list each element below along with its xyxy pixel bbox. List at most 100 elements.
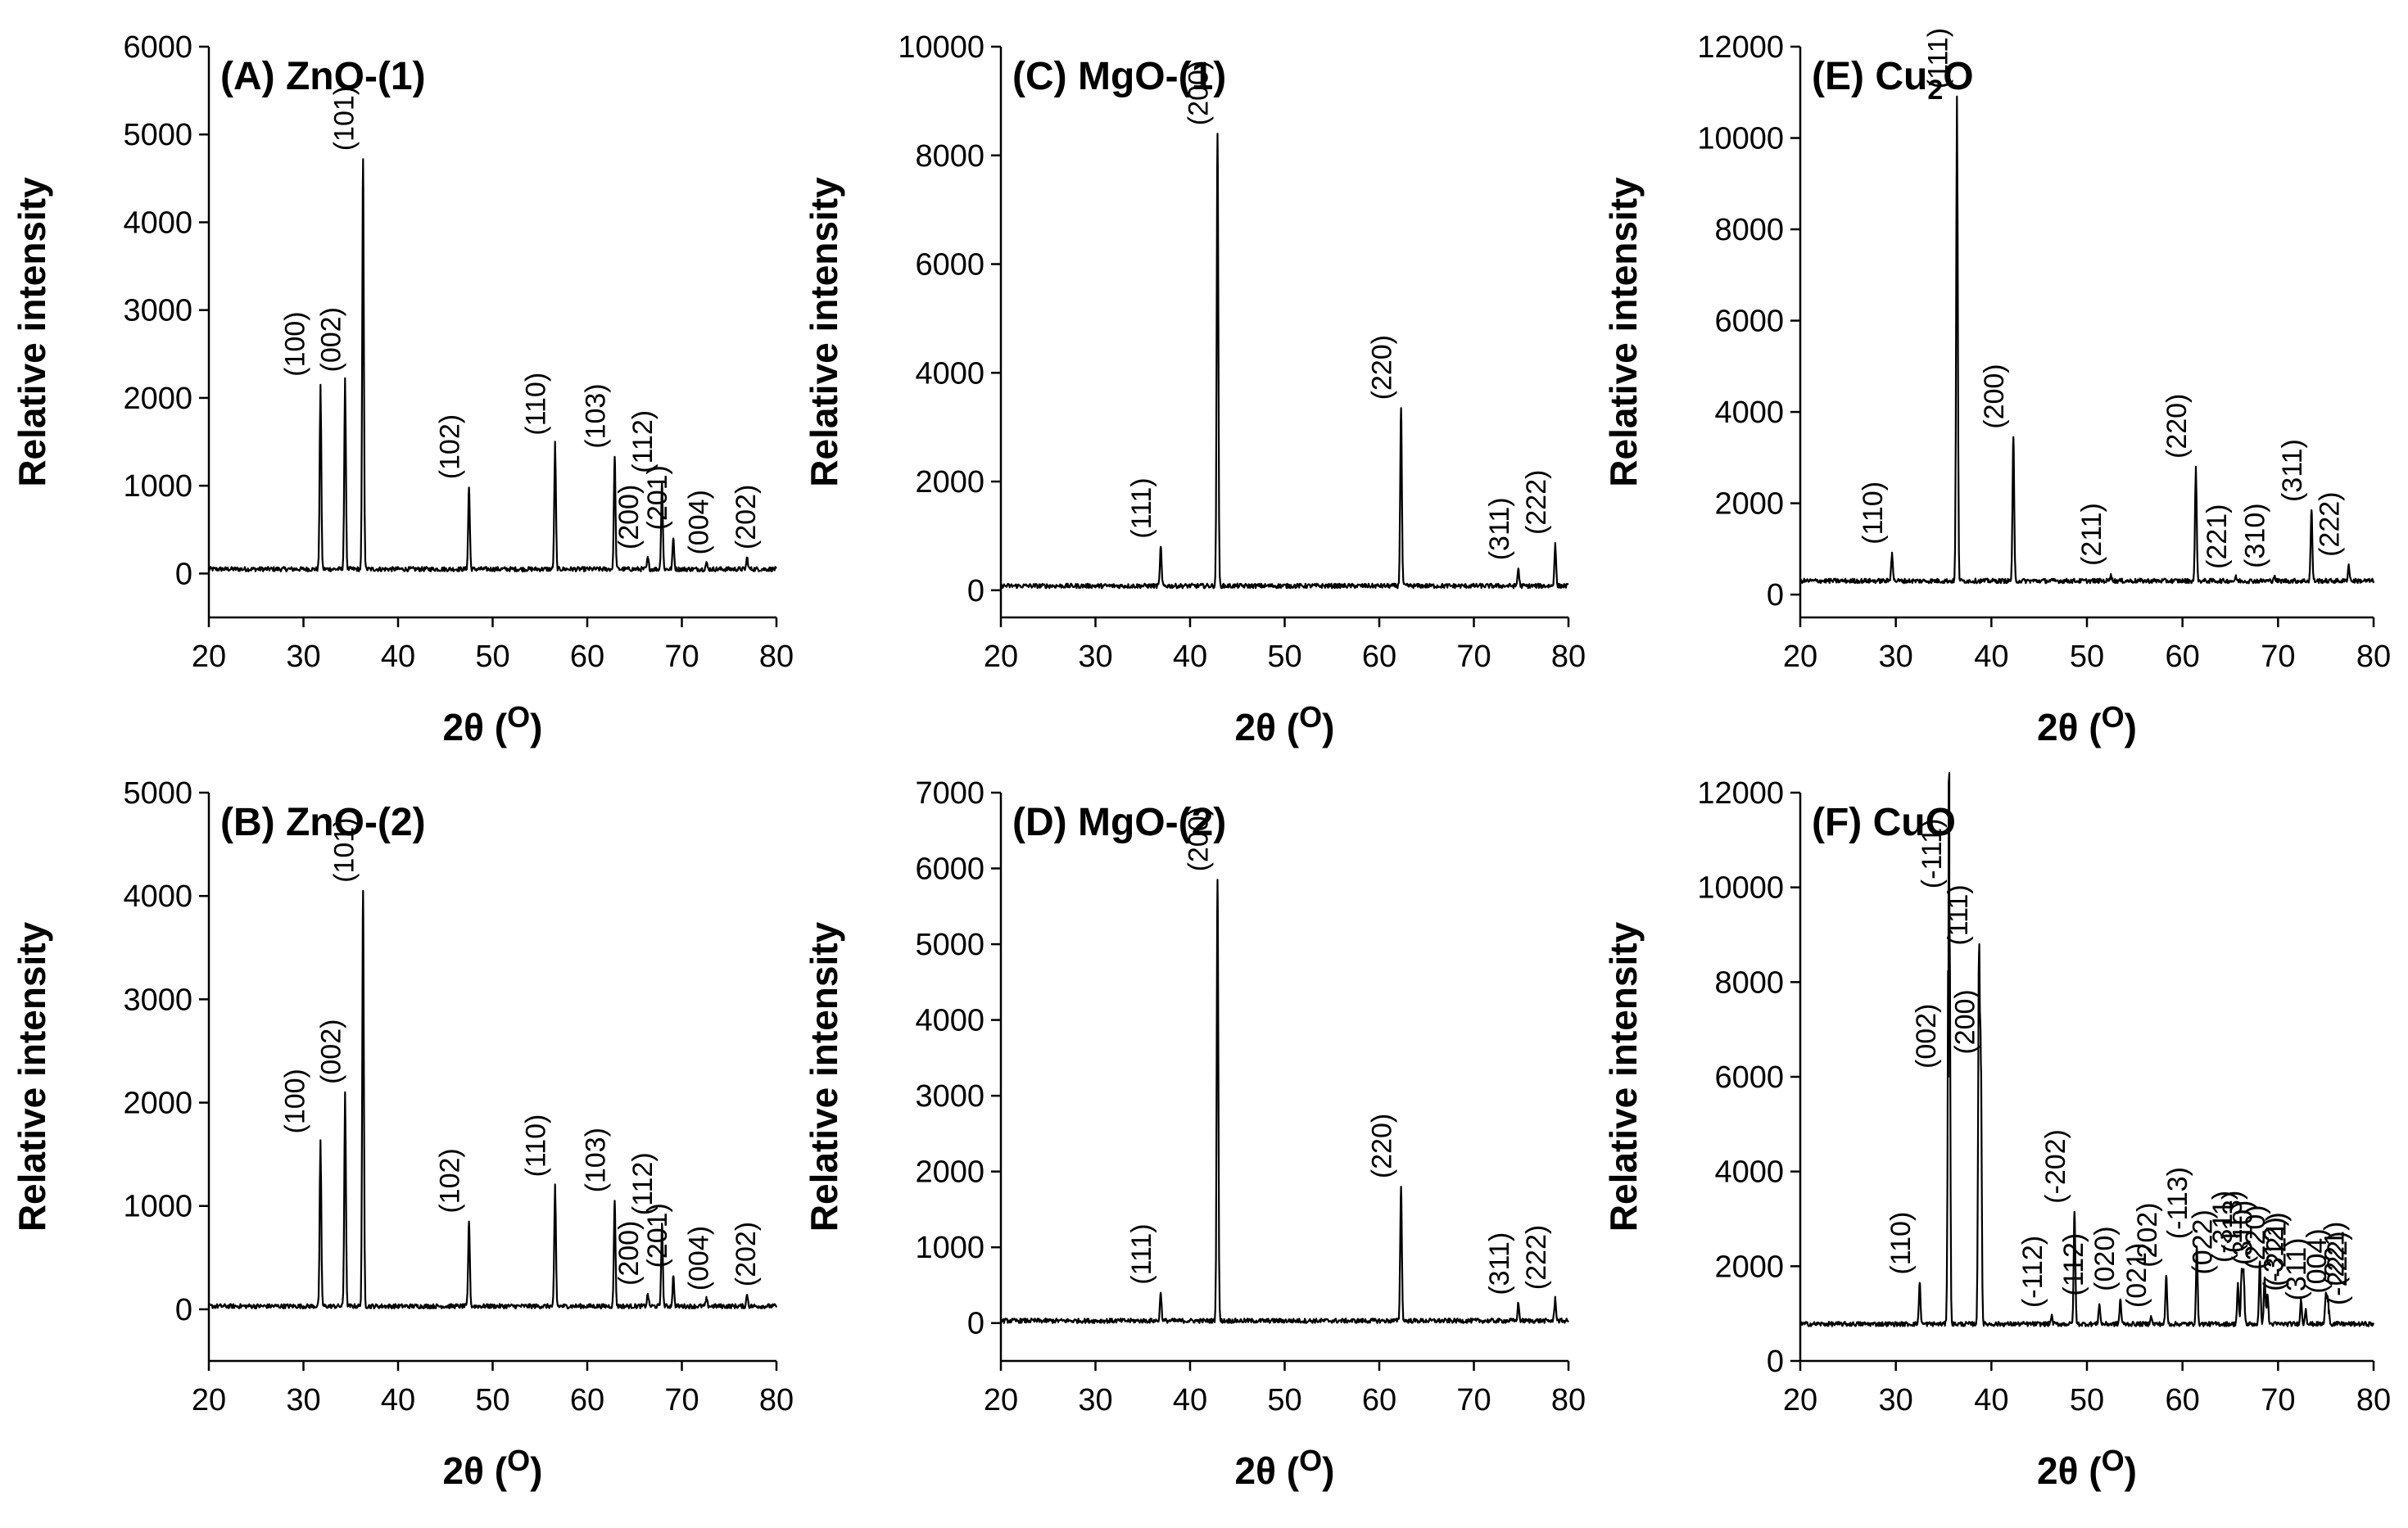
x-tick-label: 20 (1783, 1383, 1817, 1417)
peak-label: (200) (1979, 364, 2010, 428)
y-tick-label: 2000 (1714, 1250, 1784, 1284)
x-tick-label: 50 (475, 1383, 509, 1417)
x-tick-label: 30 (1879, 1383, 1913, 1417)
x-tick-label: 50 (1267, 640, 1301, 674)
panel-title: (F) CuO (1812, 801, 1956, 844)
peak-label: (-202) (2040, 1129, 2071, 1204)
y-tick-label: 2000 (915, 1155, 984, 1190)
x-tick-label: 20 (1783, 640, 1817, 674)
y-tick-label: 3000 (123, 294, 192, 328)
y-tick-label: 8000 (915, 139, 984, 174)
peak-label: (102) (435, 414, 466, 479)
y-tick-label: 0 (175, 1293, 192, 1327)
peak-label: (103) (580, 383, 611, 448)
x-tick-label: 20 (984, 640, 1018, 674)
y-tick-label: 2000 (1714, 487, 1784, 522)
peak-label: (110) (521, 373, 552, 436)
y-axis-title: Relative intensity (803, 177, 845, 487)
x-axis-title: 2θ (O) (1235, 1444, 1335, 1492)
y-axis-title: Relative intensity (11, 177, 53, 487)
x-tick-label: 30 (1078, 1383, 1112, 1417)
y-tick-label: 8000 (1714, 965, 1784, 1000)
y-axis-title: Relative intensity (1602, 177, 1645, 487)
y-tick-label: 6000 (915, 248, 984, 283)
x-tick-label: 30 (1879, 640, 1913, 674)
y-tick-label: 2000 (123, 382, 192, 416)
x-axis-title: 2θ (O) (1235, 700, 1335, 748)
x-tick-label: 70 (2261, 1383, 2295, 1417)
x-axis-title: 2θ (O) (443, 1444, 543, 1492)
peak-label: (311) (1484, 497, 1515, 560)
x-tick-label: 50 (475, 640, 509, 674)
x-tick-label: 20 (192, 640, 226, 674)
y-tick-label: 5000 (123, 776, 192, 811)
x-tick-label: 40 (381, 1383, 415, 1417)
peak-label: (004) (684, 490, 715, 554)
x-tick-label: 60 (2166, 640, 2200, 674)
peak-label: (112) (627, 410, 659, 473)
x-tick-label: 80 (1551, 640, 1586, 674)
peak-label: (220) (1367, 1114, 1398, 1178)
x-tick-label: 50 (2070, 1383, 2104, 1417)
peak-label: (222) (1521, 470, 1552, 535)
peak-label: (201) (642, 465, 673, 530)
x-tick-label: 70 (1456, 640, 1491, 674)
y-tick-label: 10000 (1697, 871, 1784, 906)
y-tick-label: 5000 (915, 928, 984, 962)
peak-label: (020) (2089, 1226, 2121, 1291)
peak-label: (100) (279, 1069, 310, 1133)
peak-label: (220) (1367, 335, 1398, 400)
peak-label: (200) (1950, 989, 1981, 1054)
peak-label: (202) (2132, 1203, 2163, 1268)
x-tick-label: 40 (1974, 1383, 2008, 1417)
x-axis-title: 2θ (O) (2037, 700, 2137, 748)
y-tick-label: 12000 (1697, 30, 1784, 65)
panel-title: (A) ZnO-(1) (220, 55, 426, 98)
y-tick-label: 0 (175, 557, 192, 591)
peak-label: (202) (731, 485, 762, 549)
peak-label: (002) (315, 307, 346, 372)
y-tick-label: 6000 (123, 30, 192, 65)
y-tick-label: 0 (967, 1307, 984, 1341)
x-tick-label: 20 (192, 1383, 226, 1417)
x-tick-label: 60 (2166, 1383, 2200, 1417)
y-tick-label: 4000 (1714, 396, 1784, 430)
peak-label: (110) (521, 1114, 552, 1178)
y-tick-label: 0 (1767, 578, 1784, 613)
x-tick-label: 50 (2070, 640, 2104, 674)
x-tick-label: 40 (381, 640, 415, 674)
y-tick-label: 4000 (1714, 1155, 1784, 1190)
peak-label: (311) (1484, 1232, 1515, 1295)
x-tick-label: 80 (759, 640, 794, 674)
x-tick-label: 80 (2356, 1383, 2391, 1417)
y-tick-label: 5000 (123, 118, 192, 152)
panel-title: (D) MgO-(2) (1012, 801, 1226, 844)
peak-label: (110) (1858, 481, 1889, 545)
x-tick-label: 70 (2261, 640, 2295, 674)
y-tick-label: 2000 (915, 465, 984, 500)
x-tick-label: 60 (1362, 640, 1396, 674)
peak-label: (004) (684, 1226, 715, 1291)
y-tick-label: 8000 (1714, 213, 1784, 247)
y-tick-label: 1000 (123, 469, 192, 504)
x-tick-label: 30 (286, 1383, 320, 1417)
y-tick-label: 0 (967, 574, 984, 608)
y-axis-title: Relative intensity (11, 921, 53, 1232)
peak-label: (111) (1943, 884, 1974, 945)
peak-label: (201) (642, 1203, 673, 1268)
peak-label: (221) (2202, 504, 2233, 569)
peak-label: (111) (1126, 1223, 1157, 1284)
y-axis-title: Relative intensity (803, 921, 845, 1232)
x-tick-label: 60 (1362, 1383, 1396, 1417)
peak-label: (222) (1521, 1225, 1552, 1290)
y-tick-label: 2000 (123, 1087, 192, 1121)
x-tick-label: 40 (1173, 640, 1207, 674)
panel-title: (E) Cu2O (1812, 55, 1974, 106)
y-tick-label: 10000 (1697, 122, 1784, 156)
y-tick-label: 7000 (915, 776, 984, 811)
